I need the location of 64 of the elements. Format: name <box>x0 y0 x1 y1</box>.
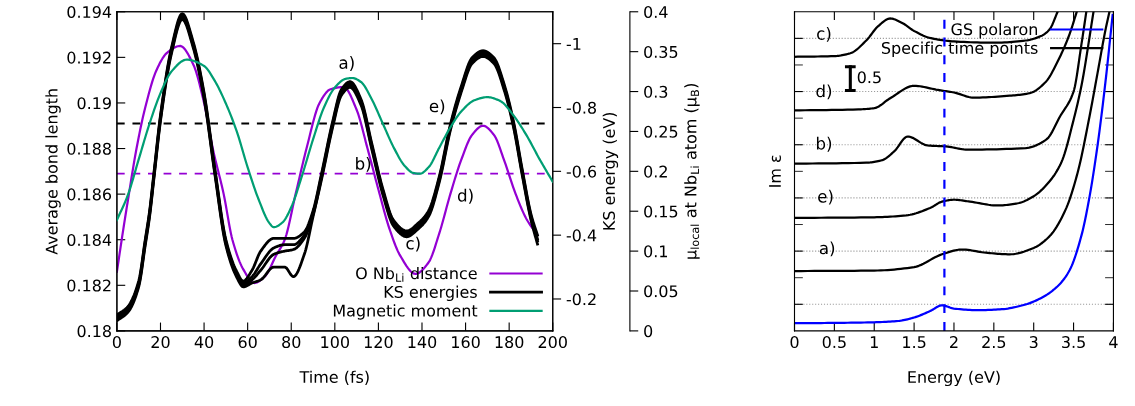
x-tick-label: 80 <box>282 336 301 349</box>
x-tick-label: 160 <box>452 336 480 349</box>
x-tick-label: 3.5 <box>1062 336 1085 349</box>
y2-axis-title: KS energy (eV) <box>602 112 619 230</box>
x-tick-label: 40 <box>194 336 214 349</box>
x-tick-label: 140 <box>408 336 437 349</box>
y3-axis-title: μ$_{local}$ at Nb$_{Li}$ atom (μ$_{B}$) <box>684 83 700 259</box>
annotation: b) <box>816 136 832 152</box>
y3-tick-label: 0.35 <box>644 45 678 58</box>
y-tick-label: 0.184 <box>67 233 112 247</box>
annotation: c) <box>817 27 831 42</box>
x-tick-label: 0 <box>790 336 799 349</box>
y3-tick-label: 0.15 <box>644 205 678 218</box>
legend-label: Magnetic moment <box>333 304 478 320</box>
y-tick-label: 0.192 <box>67 51 111 64</box>
x-tick-label: 60 <box>238 336 257 349</box>
legend-label: Specific time points <box>881 41 1038 58</box>
y-tick-label: 0.182 <box>67 279 111 292</box>
y-axis-title: Im ε <box>769 155 781 187</box>
y-tick-label: 0.19 <box>77 97 111 110</box>
x-tick-label: 1 <box>870 336 878 348</box>
x-tick-label: 100 <box>321 336 350 349</box>
y3-tick-label: 0 <box>644 325 653 338</box>
y3-tick-label: 0.25 <box>644 125 678 138</box>
x-tick-label: 20 <box>151 336 170 349</box>
y2-tick-label: -0.8 <box>566 101 597 114</box>
annotation: d) <box>816 84 832 100</box>
x-axis-title: Energy (eV) <box>908 370 1000 387</box>
y-axis-title: Average bond length <box>45 89 61 255</box>
y-tick-label: 0.18 <box>77 325 111 338</box>
annotation: b) <box>356 156 371 172</box>
y2-tick-label: -0.4 <box>566 229 597 242</box>
y2-tick-label: -1 <box>566 38 581 50</box>
annotation: a) <box>819 241 835 257</box>
y2-tick-label: -0.6 <box>566 165 597 178</box>
y-tick-label: 0.188 <box>67 142 111 155</box>
x-tick-label: 1.5 <box>903 336 926 349</box>
x-tick-label: 0.5 <box>822 336 846 349</box>
y3-tick-label: 0.4 <box>644 5 668 19</box>
x-tick-label: 120 <box>364 336 393 349</box>
y-tick-label: 0.194 <box>67 5 112 19</box>
x-tick-label: 2.5 <box>982 336 1006 349</box>
y3-tick-label: 0.1 <box>644 245 668 258</box>
annotation: 0.5 <box>857 71 881 84</box>
annotation: c) <box>406 236 420 252</box>
x-tick-label: 200 <box>538 336 567 349</box>
x-tick-label: 2 <box>950 336 958 348</box>
x-axis-title: Time (fs) <box>299 370 369 385</box>
x-tick-label: 180 <box>495 336 524 349</box>
annotation: d) <box>457 188 473 204</box>
y3-tick-label: 0.3 <box>644 85 668 98</box>
annotation: e) <box>429 99 445 115</box>
x-tick-label: 0 <box>112 336 121 349</box>
legend-label: KS energies <box>384 285 477 302</box>
annotation: e) <box>818 189 833 205</box>
y2-tick-label: -0.2 <box>566 293 596 306</box>
legend-label: GS polaron <box>951 22 1038 39</box>
legend-label: O Nb$_{Li}$ distance <box>356 266 477 282</box>
x-tick-label: 3 <box>1029 336 1038 349</box>
y3-tick-label: 0.2 <box>644 165 667 178</box>
annotation: a) <box>339 56 354 71</box>
x-tick-label: 4 <box>1109 336 1118 348</box>
y-tick-label: 0.186 <box>67 188 112 201</box>
y3-tick-label: 0.05 <box>644 285 678 298</box>
